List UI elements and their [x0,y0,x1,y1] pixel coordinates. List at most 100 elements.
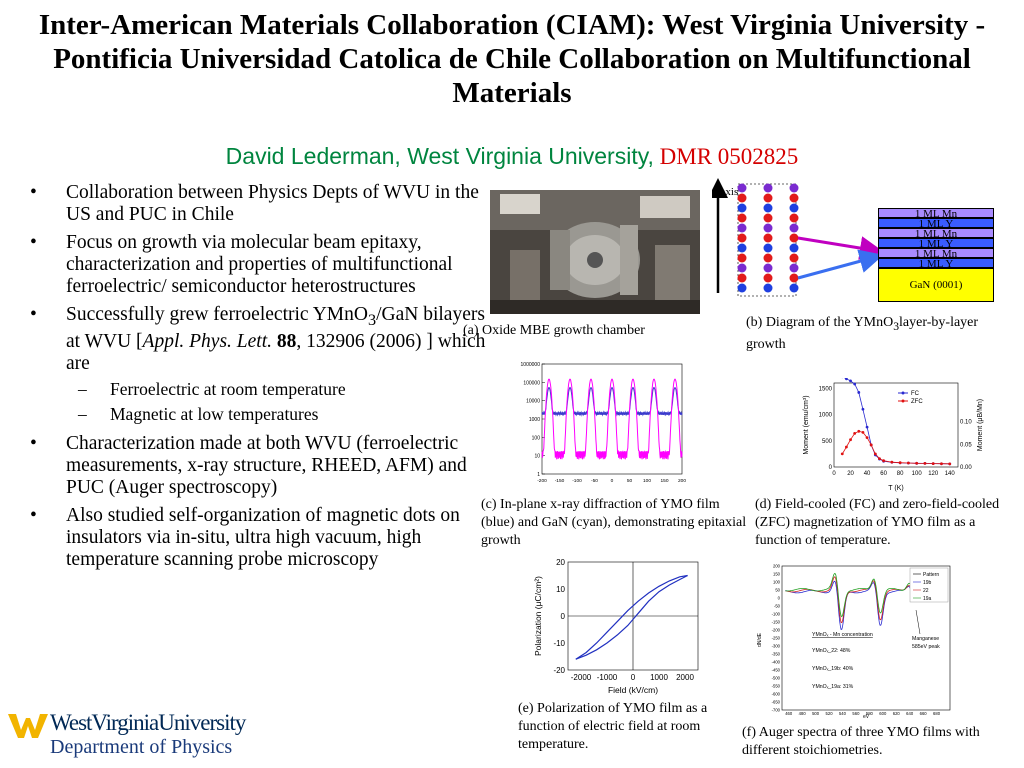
chart-e-series-up [575,574,688,660]
x-tick-label: -200 [537,478,547,484]
atom [737,203,747,213]
x-tick-label: 80 [897,471,904,477]
y-tick-label: 200 [773,564,781,569]
chart-d-y2-ticks: 0.00 0.05 0.10 [960,420,972,471]
x-tick-label: 0 [631,673,636,682]
chart-c-series-ymo [541,386,683,417]
data-point [873,452,877,456]
y-tick-label: 0 [561,612,566,621]
atom-diagram [712,178,884,297]
x-tick-label: 100 [912,471,923,477]
chart-d-x-ticks: 0 20 40 60 80 100 120 140 [832,471,955,477]
y-tick-label: -500 [772,676,781,681]
atom [763,233,773,243]
data-point [845,378,848,381]
y2-tick-label: 0.10 [960,420,972,426]
atom [737,273,747,283]
caption-b: (b) Diagram of the YMnO3layer-by-layer g… [746,314,1016,354]
atom [789,203,799,213]
data-point [915,461,919,465]
x-tick-label: 50 [627,478,633,484]
x-tick-label: 660 [920,711,928,716]
substrate-gan: GaN (0001) [878,268,994,302]
data-point [882,459,885,463]
chart-f-y-ticks: 200 150 100 50 0 -50 -100 -150 -200 -250 -300 -350 -… [772,564,781,713]
chart-c-y-ticks: 1000000 100000 10000 1000 100 10 1 [521,362,545,478]
data-point [865,425,869,429]
y-tick-label: 10000 [526,399,540,405]
layer-mn: 1 ML Mn [878,248,994,260]
atom [737,253,747,263]
data-point [898,461,902,465]
atom [763,253,773,263]
bullet-item: Collaboration between Physics Depts of W… [30,182,500,226]
x-tick-label: 640 [906,711,914,716]
legend-fc: FC [911,391,920,397]
c-axis-label: c-axis [712,186,739,198]
data-point [923,462,927,465]
layer-mn: 1 ML Mn [878,228,994,240]
caption-a: (a) Oxide MBE growth chamber [463,323,645,338]
data-point [907,461,910,465]
y-tick-label: -50 [774,604,781,609]
chart-d-y-ticks: 0 500 1000 1500 [819,386,833,471]
grant-number: DMR 0502825 [659,144,799,169]
sub-bullet-list: Ferroelectric at room temperature Magnet… [66,377,500,427]
mbe-chamber-illustration [490,190,700,314]
atom [737,263,747,273]
y-tick-label: 0 [829,465,833,471]
y-tick-label: -100 [772,612,781,617]
x-tick-label: 40 [864,471,871,477]
x-tick-label: 460 [785,711,793,716]
atom [763,273,773,283]
y-tick-label: -20 [553,666,565,675]
chart-d-legend: FC ZFC [898,391,923,405]
x-tick-label: 1000 [650,673,668,682]
y-tick-label: -200 [772,628,781,633]
atom [763,203,773,213]
y-tick-label: 1 [537,472,540,478]
chart-d-y2label: Moment (μB/Mn) [977,399,984,451]
chart-e-x-ticks: -2000 -1000 0 1000 2000 [571,673,695,682]
journal-volume: 88 [276,330,297,352]
x-tick-label: -150 [555,478,565,484]
journal-name: Appl. Phys. Lett. [142,330,272,352]
x-tick-label: -2000 [571,673,592,682]
caption-c: (c) In-plane x-ray diffraction of YMO fi… [481,497,747,548]
legend-pattern: Pattern [923,572,939,578]
author-line: David Lederman, West Virginia University… [0,143,1024,170]
atom [763,263,773,273]
chart-f-auger: 200150100500-50-100-150-200-250-300-350-… [757,564,951,720]
bullet-text: Successfully grew ferroelectric YMnO [66,304,368,325]
data-point [857,391,861,394]
atom [763,213,773,223]
y-tick-label: 1000000 [521,362,541,368]
y-tick-label: 10 [556,585,565,594]
y-tick-label: 1000 [819,413,833,419]
chart-f-x-ticks: 460 480 500 520 540 560 580 600 620 640 660 680 [785,711,940,716]
arrow-mn-layer [797,236,884,260]
chart-d-ylabel: Moment (emu/cm³) [803,395,810,454]
atom [737,233,747,243]
x-tick-label: 560 [852,711,860,716]
chart-f-annotations: YMnOₓ - Mn concentration YMnOₓ_22: 48% Y… [812,609,940,690]
data-point [878,457,881,460]
data-point [853,382,857,386]
y-tick-label: -450 [772,668,781,673]
caption-e: (e) Polarization of YMO film as a functi… [518,701,708,752]
y-tick-label: 150 [773,572,781,577]
caption-d: (d) Field-cooled (FC) and zero-field-coo… [755,497,1000,548]
y-tick-label: -700 [772,708,781,713]
bullet-list: Collaboration between Physics Depts of W… [30,182,500,577]
data-point [845,445,848,449]
subscript: 3 [367,310,377,329]
y-tick-label: 50 [775,588,780,593]
y-tick-label: -550 [772,684,781,689]
atom [763,193,773,203]
atom [789,273,799,283]
department-name: Department of Physics [50,736,233,758]
layer-y: 1 ML Y [878,258,994,270]
y-tick-label: 20 [556,558,565,567]
mbe-chamber-photo [490,190,700,314]
legend-19a: 19a [923,596,932,602]
